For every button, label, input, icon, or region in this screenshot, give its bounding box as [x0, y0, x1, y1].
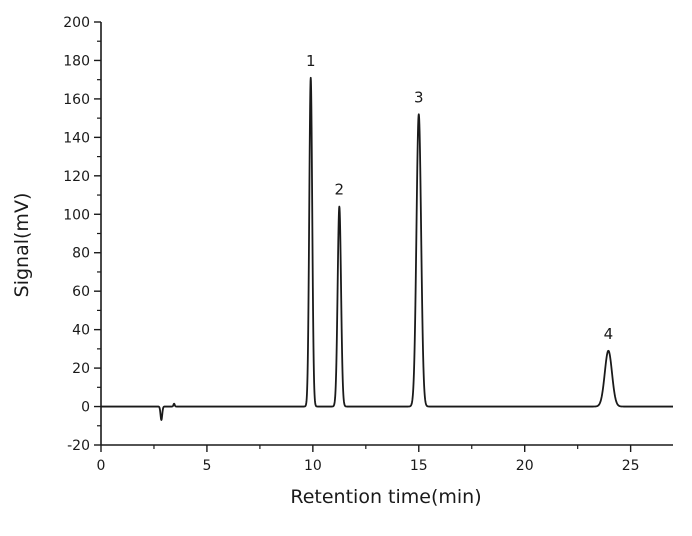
y-tick-label-140: 140 [63, 130, 90, 146]
x-tick-label-25: 25 [622, 458, 640, 474]
tick-labels: 0 5 10 15 20 25 -20 0 20 40 60 80 100 120 140 160 180 200 [63, 15, 639, 474]
x-tick-label-5: 5 [202, 458, 211, 474]
y-tick-label-100: 100 [63, 207, 90, 223]
x-tick-label-20: 20 [516, 458, 534, 474]
y-tick-label-0: 0 [81, 400, 90, 416]
x-tick-label-15: 15 [410, 458, 428, 474]
y-tick-label-20: 20 [72, 361, 90, 377]
peak-label-3: 3 [414, 88, 424, 106]
ticks [94, 21, 632, 452]
y-tick-label-180: 180 [63, 53, 90, 69]
y-tick-label--20: -20 [67, 438, 90, 454]
trace [100, 76, 674, 421]
peak-label-1: 1 [306, 52, 316, 70]
peak-labels: 1 2 3 4 [306, 52, 613, 343]
signal-trace [100, 76, 674, 421]
y-tick-label-80: 80 [72, 246, 90, 262]
x-axis-title: Retention time(min) [290, 486, 481, 508]
peak-label-4: 4 [604, 325, 614, 343]
y-tick-label-200: 200 [63, 15, 90, 31]
y-tick-label-40: 40 [72, 323, 90, 339]
y-tick-label-60: 60 [72, 284, 90, 300]
axes [100, 22, 673, 446]
y-tick-label-120: 120 [63, 169, 90, 185]
y-tick-label-160: 160 [63, 92, 90, 108]
peak-label-2: 2 [335, 181, 345, 199]
x-tick-label-0: 0 [97, 458, 106, 474]
x-tick-label-10: 10 [304, 458, 322, 474]
y-axis-title: Signal(mV) [11, 193, 33, 298]
